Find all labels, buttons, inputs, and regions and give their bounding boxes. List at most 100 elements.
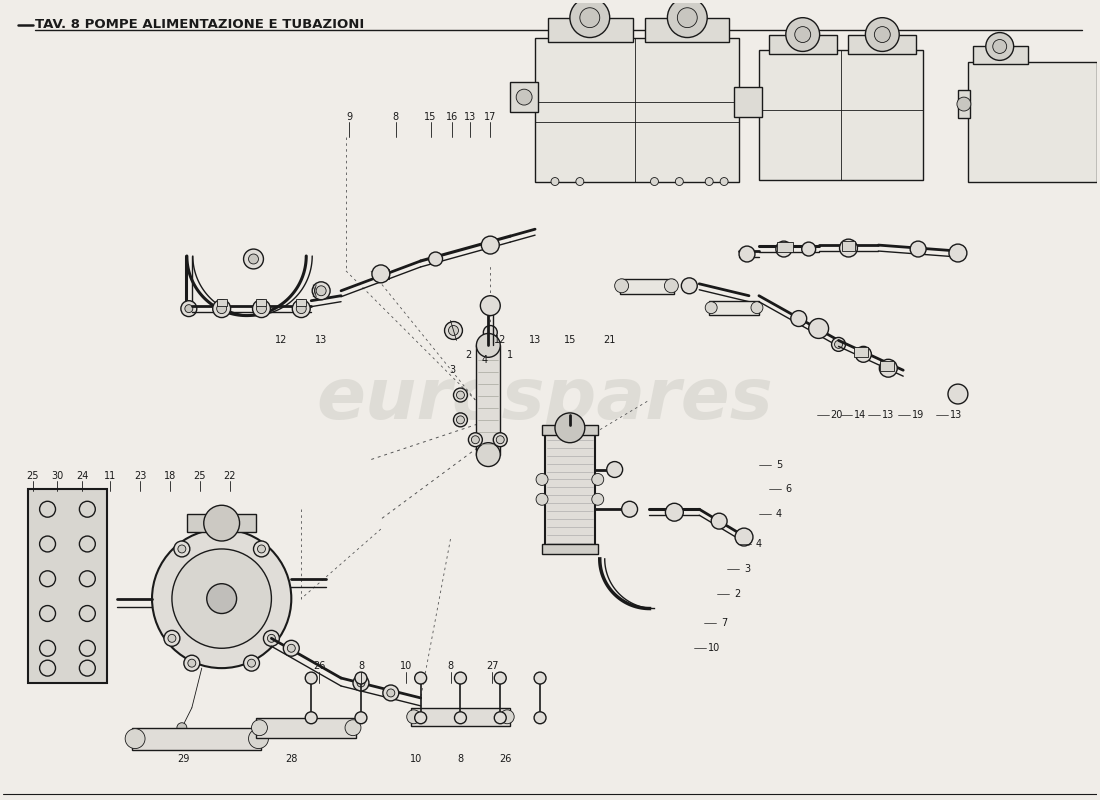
Circle shape: [570, 0, 609, 38]
Circle shape: [174, 541, 190, 557]
Circle shape: [536, 474, 548, 486]
Circle shape: [444, 322, 462, 339]
Bar: [296, 298, 306, 306]
Circle shape: [217, 304, 227, 314]
Bar: [535, 38, 739, 182]
Circle shape: [316, 286, 326, 296]
Circle shape: [535, 672, 546, 684]
Text: 7: 7: [720, 618, 727, 629]
Bar: [968, 62, 1097, 182]
Circle shape: [835, 341, 843, 348]
Circle shape: [383, 685, 399, 701]
Bar: [542, 544, 597, 554]
Text: 13: 13: [882, 410, 894, 420]
Circle shape: [456, 416, 464, 424]
Text: 17: 17: [484, 112, 496, 122]
Circle shape: [172, 549, 272, 648]
Text: 18: 18: [164, 471, 176, 482]
Bar: [476, 346, 501, 454]
Circle shape: [456, 391, 464, 399]
Circle shape: [453, 388, 468, 402]
Circle shape: [125, 729, 145, 749]
Text: 12: 12: [494, 335, 506, 346]
Text: 3: 3: [450, 366, 455, 375]
Text: 13: 13: [315, 335, 328, 346]
Text: 8: 8: [358, 661, 364, 671]
Circle shape: [739, 246, 755, 262]
Circle shape: [293, 300, 310, 318]
Circle shape: [212, 300, 231, 318]
Bar: [880, 362, 894, 371]
Circle shape: [874, 26, 890, 42]
Circle shape: [253, 300, 271, 318]
Circle shape: [910, 241, 926, 257]
Circle shape: [785, 18, 820, 51]
Text: 26: 26: [499, 754, 512, 765]
Circle shape: [178, 545, 186, 553]
Bar: [256, 718, 356, 738]
Circle shape: [207, 584, 236, 614]
Circle shape: [948, 384, 968, 404]
Text: 13: 13: [949, 410, 962, 420]
Circle shape: [469, 433, 482, 446]
Bar: [256, 298, 266, 306]
Circle shape: [305, 712, 317, 724]
Bar: [759, 50, 923, 179]
Circle shape: [832, 338, 846, 351]
Bar: [619, 279, 674, 294]
Bar: [842, 241, 856, 251]
Circle shape: [802, 242, 816, 256]
Bar: [710, 301, 759, 314]
Circle shape: [168, 634, 176, 642]
Text: 8: 8: [393, 112, 399, 122]
Text: 28: 28: [285, 754, 297, 765]
Text: 11: 11: [104, 471, 117, 482]
Text: 2: 2: [465, 350, 472, 360]
Circle shape: [264, 630, 279, 646]
Text: 19: 19: [912, 410, 924, 420]
Circle shape: [454, 672, 466, 684]
Text: 5: 5: [776, 459, 782, 470]
Circle shape: [249, 254, 258, 264]
Circle shape: [483, 326, 497, 339]
Text: 22: 22: [223, 471, 235, 482]
Circle shape: [664, 279, 679, 293]
Circle shape: [751, 302, 763, 314]
Circle shape: [248, 659, 255, 667]
Bar: [28, 490, 107, 683]
Circle shape: [576, 178, 584, 186]
Circle shape: [879, 359, 898, 377]
Circle shape: [580, 8, 600, 28]
Bar: [544, 430, 595, 549]
Circle shape: [252, 720, 267, 736]
Bar: [855, 347, 868, 358]
Circle shape: [712, 514, 727, 529]
Circle shape: [993, 39, 1007, 54]
Circle shape: [494, 712, 506, 724]
Text: 2: 2: [734, 589, 740, 598]
Circle shape: [305, 672, 317, 684]
Circle shape: [358, 679, 365, 687]
Bar: [958, 90, 970, 118]
Circle shape: [735, 528, 754, 546]
Text: 26: 26: [314, 661, 326, 671]
Circle shape: [957, 97, 971, 111]
Circle shape: [681, 278, 697, 294]
Circle shape: [204, 506, 240, 541]
Circle shape: [678, 8, 697, 28]
Bar: [373, 269, 388, 279]
Circle shape: [407, 710, 420, 724]
Circle shape: [481, 296, 500, 315]
Text: 29: 29: [178, 754, 190, 765]
Circle shape: [493, 433, 507, 446]
Circle shape: [621, 502, 638, 517]
Circle shape: [535, 712, 546, 724]
Circle shape: [284, 640, 299, 656]
Circle shape: [705, 178, 713, 186]
Circle shape: [668, 0, 707, 38]
Circle shape: [453, 413, 468, 427]
Circle shape: [536, 494, 548, 506]
Text: 8: 8: [448, 661, 453, 671]
Circle shape: [866, 18, 899, 51]
Text: 13: 13: [529, 335, 541, 346]
